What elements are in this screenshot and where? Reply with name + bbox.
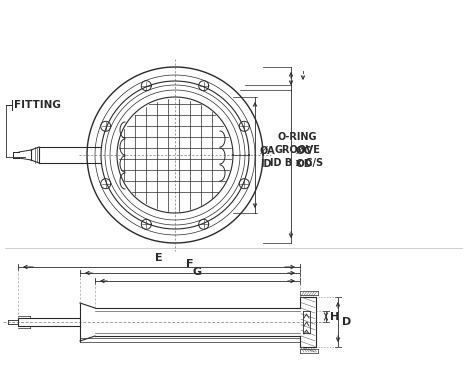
Text: ØA
ID: ØA ID xyxy=(260,145,276,169)
Text: F: F xyxy=(186,259,194,269)
Text: O-RING
GROOVE
ID B x C/S: O-RING GROOVE ID B x C/S xyxy=(271,132,323,168)
Text: D: D xyxy=(342,317,351,327)
Text: G: G xyxy=(193,267,202,277)
Text: FITTING: FITTING xyxy=(14,100,61,110)
Text: H: H xyxy=(330,312,339,322)
Text: ØC
OD: ØC OD xyxy=(296,145,314,169)
Text: E: E xyxy=(155,253,163,263)
